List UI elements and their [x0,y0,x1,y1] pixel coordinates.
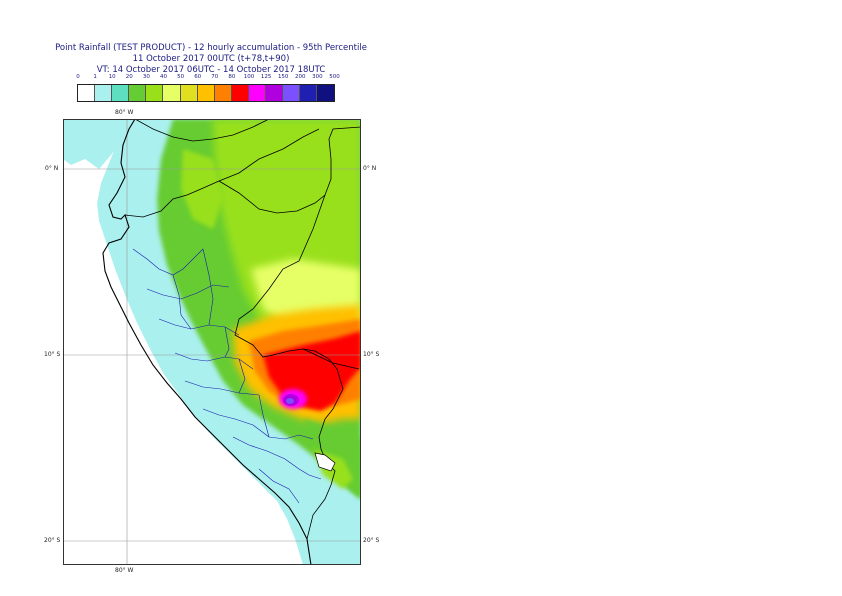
offshore-showers [63,119,125,169]
lat-label-left-20s: 20° S [44,537,61,544]
legend-threshold-label: 500 [329,74,340,80]
peru-colombia-border [218,126,361,214]
lat-label-right-10s: 10° S [363,351,380,358]
legend-swatch [146,85,164,101]
bolivia-brazil-border [302,348,360,370]
legend-swatch [112,85,130,101]
lon-label-bottom: 80° W [115,567,134,574]
legend-threshold-label: 1 [93,74,97,80]
chart-title: Point Rainfall (TEST PRODUCT) - 12 hourl… [55,43,367,53]
rainfall-map [63,119,361,565]
base-time: 11 October 2017 00UTC (t+78,t+90) [132,54,290,64]
rain-band-150mm [286,398,294,404]
legend-swatch [95,85,113,101]
legend-threshold-label: 40 [160,74,167,80]
legend-threshold-label: 100 [243,74,255,80]
legend-swatch [129,85,147,101]
lake-titicaca [314,452,336,472]
colour-legend [77,84,336,102]
legend-threshold-label: 70 [211,74,219,80]
legend-swatch [197,85,215,101]
lat-label-right-0n: 0° N [363,165,377,172]
open-sea [63,119,303,565]
regional-boundaries [132,248,322,504]
legend-swatch [248,85,267,101]
legend-threshold-label: 10 [108,74,116,80]
legend-swatch [283,85,301,101]
peru-brazil-border [234,194,344,420]
legend-threshold-label: 50 [177,74,185,80]
validity-time: VT: 14 October 2017 06UTC - 14 October 2… [96,65,326,75]
lat-label-right-20s: 20° S [363,537,380,544]
legend-swatch [163,85,181,101]
coastline [102,119,312,565]
lon-label-top: 80° W [115,109,134,116]
legend-threshold-label: 0 [76,74,80,80]
legend-threshold-label: 300 [312,74,323,80]
legend-threshold-label: 30 [142,74,150,80]
legend-threshold-labels: 0 1 10 20 30 40 50 60 70 80 100 125 150 200 300 500 [0,74,842,84]
legend-swatch [266,85,284,101]
ecuador-colombia-border [134,119,270,142]
legend-swatch [214,85,232,101]
map-frame [63,119,361,565]
lat-label-left-0n: 0° N [45,165,59,172]
ecuador-peru-border [124,128,320,218]
lat-label-left-10s: 10° S [44,351,61,358]
legend-swatch [231,85,249,101]
legend-threshold-label: 60 [194,74,202,80]
legend-swatch [317,85,335,101]
legend-swatch [78,85,96,101]
legend-threshold-label: 80 [228,74,236,80]
legend-threshold-label: 20 [125,74,133,80]
legend-threshold-label: 200 [295,74,306,80]
legend-threshold-label: 125 [260,74,272,80]
legend-swatch [300,85,318,101]
peru-bolivia-border [306,418,336,540]
legend-threshold-label: 150 [277,74,289,80]
graticule [63,119,361,565]
legend-swatch [180,85,198,101]
